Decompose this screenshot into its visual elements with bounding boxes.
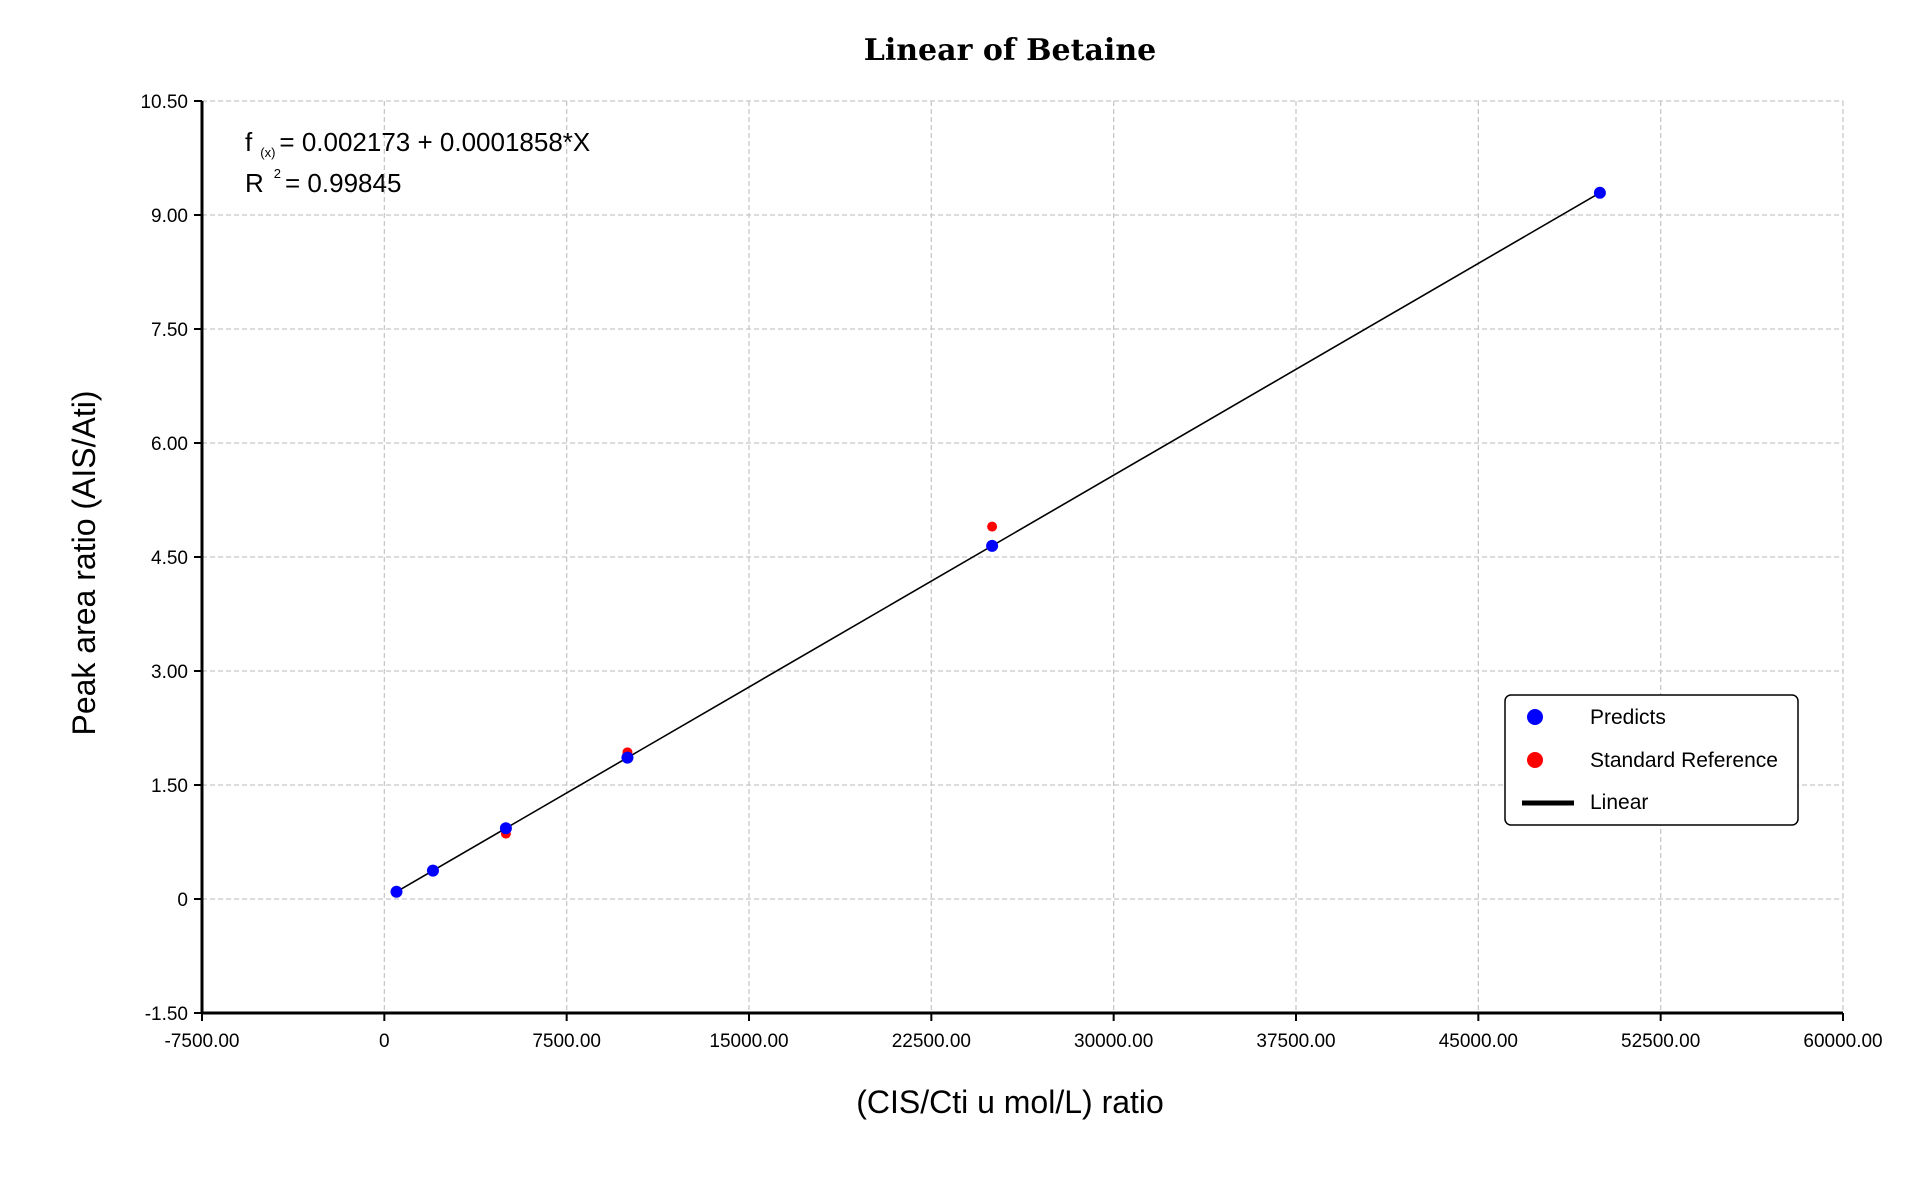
equation-f: f (245, 127, 253, 157)
x-tick-label: 15000.00 (709, 1031, 788, 1052)
equation-r-superscript: 2 (274, 166, 281, 181)
legend-label-linear: Linear (1590, 791, 1648, 814)
grid (202, 100, 1844, 1013)
legend: Predicts Standard Reference Linear (1504, 694, 1799, 826)
y-tick-label: 1.50 (151, 776, 188, 797)
x-tick-label: 30000.00 (1074, 1031, 1153, 1052)
svg-text:R 2 = 0.99845: R 2 = 0.99845 (245, 165, 401, 198)
x-tick-label: 0 (379, 1031, 390, 1052)
svg-text:f (x) = 0.002173: f (x) = 0.002173 + 0.0001858*X (245, 127, 590, 161)
y-tick-label: 6.00 (151, 434, 188, 455)
x-tick-label: 37500.00 (1256, 1031, 1335, 1052)
chart-title: Linear of Betaine (864, 33, 1156, 68)
x-tick-label: 52500.00 (1621, 1031, 1700, 1052)
y-tick-label: 0 (177, 890, 188, 911)
y-tick-label: 7.50 (151, 320, 188, 341)
tick-labels: -7500.00 0 7500.00 15000.00 22500.00 30000.00… (140, 92, 1882, 1052)
legend-marker-predicts (1527, 709, 1543, 725)
x-tick-label: 22500.00 (892, 1031, 971, 1052)
predicts-point (1593, 186, 1606, 199)
equation-f-text: = 0.002173 + 0.0001858*X (279, 127, 590, 157)
axes (194, 100, 1844, 1021)
predicts-point (390, 885, 403, 898)
predicts-point (426, 864, 439, 877)
y-tick-label: 4.50 (151, 548, 188, 569)
x-tick-label: 7500.00 (532, 1031, 601, 1052)
y-tick-label: 10.50 (140, 92, 188, 113)
predicts-point (499, 822, 512, 835)
x-tick-label: 60000.00 (1803, 1031, 1882, 1052)
plot-area (390, 186, 1606, 898)
equation-r-text: = 0.99845 (285, 168, 401, 198)
y-tick-label: -1.50 (145, 1004, 188, 1025)
legend-label-standard-reference: Standard Reference (1590, 749, 1778, 772)
linear-fit-line (396, 192, 1601, 893)
equation-r: R (245, 168, 264, 198)
legend-box (1504, 694, 1799, 826)
y-tick-label: 9.00 (151, 206, 188, 227)
equation-f-subscript: (x) (260, 145, 275, 160)
legend-label-predicts: Predicts (1590, 706, 1666, 729)
predicts-point (621, 751, 634, 764)
y-axis-label: Peak area ratio (AIS/Ati) (66, 390, 102, 735)
x-tick-label: -7500.00 (164, 1031, 239, 1052)
predicts-point (986, 539, 999, 552)
y-tick-label: 3.00 (151, 662, 188, 683)
x-axis-label: (CIS/Cti u mol/L) ratio (856, 1084, 1164, 1120)
legend-marker-standard-reference (1527, 752, 1543, 768)
x-tick-label: 45000.00 (1439, 1031, 1518, 1052)
standard-reference-point (987, 521, 998, 532)
equation: f (x) = 0.002173 + 0.0001858*X R 2 = 0.9… (245, 127, 590, 198)
